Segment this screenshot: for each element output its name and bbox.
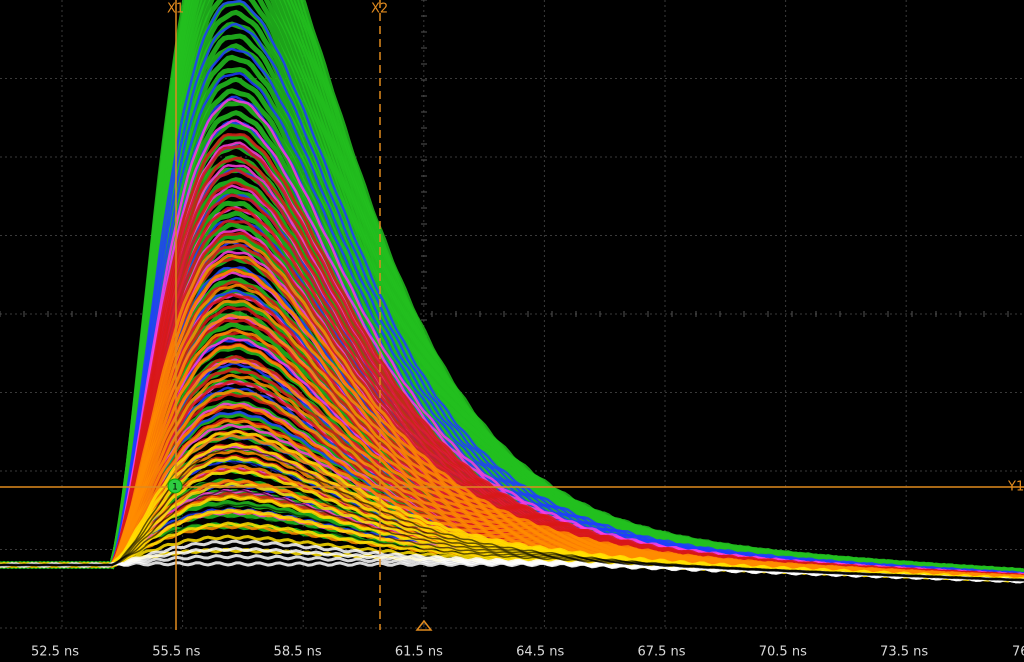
cursor-y1-label[interactable]: Y1 [1007, 480, 1024, 495]
trace [0, 239, 1024, 580]
trigger-marker[interactable] [415, 619, 433, 631]
x-axis-labels: 52.5 ns 55.5 ns 58.5 ns 61.5 ns 64.5 ns 67.5 … [31, 645, 1024, 660]
trace [0, 0, 1024, 576]
trace [0, 268, 1024, 580]
channel-marker[interactable] [167, 478, 183, 494]
trace-gap [0, 461, 1024, 582]
x-tick-label: 55.5 ns [152, 645, 200, 660]
x-tick-label: 70.5 ns [759, 645, 807, 660]
x-tick-label: 76.5 ns [1012, 645, 1024, 660]
trace [0, 132, 1024, 579]
x-tick-label: 64.5 ns [516, 645, 564, 660]
channel-marker-label[interactable]: 1 [172, 483, 178, 493]
x-tick-label: 61.5 ns [395, 645, 443, 660]
cursor-x2-label[interactable]: X2 [371, 2, 388, 17]
x-tick-label: 58.5 ns [274, 645, 322, 660]
trace [0, 539, 1024, 584]
persistence-waveform [0, 0, 1024, 584]
cursor-x1-label[interactable]: X1 [167, 2, 184, 17]
x-tick-label: 52.5 ns [31, 645, 79, 660]
x-tick-label: 73.5 ns [880, 645, 928, 660]
trace [0, 0, 1024, 575]
x-tick-label: 67.5 ns [637, 645, 685, 660]
